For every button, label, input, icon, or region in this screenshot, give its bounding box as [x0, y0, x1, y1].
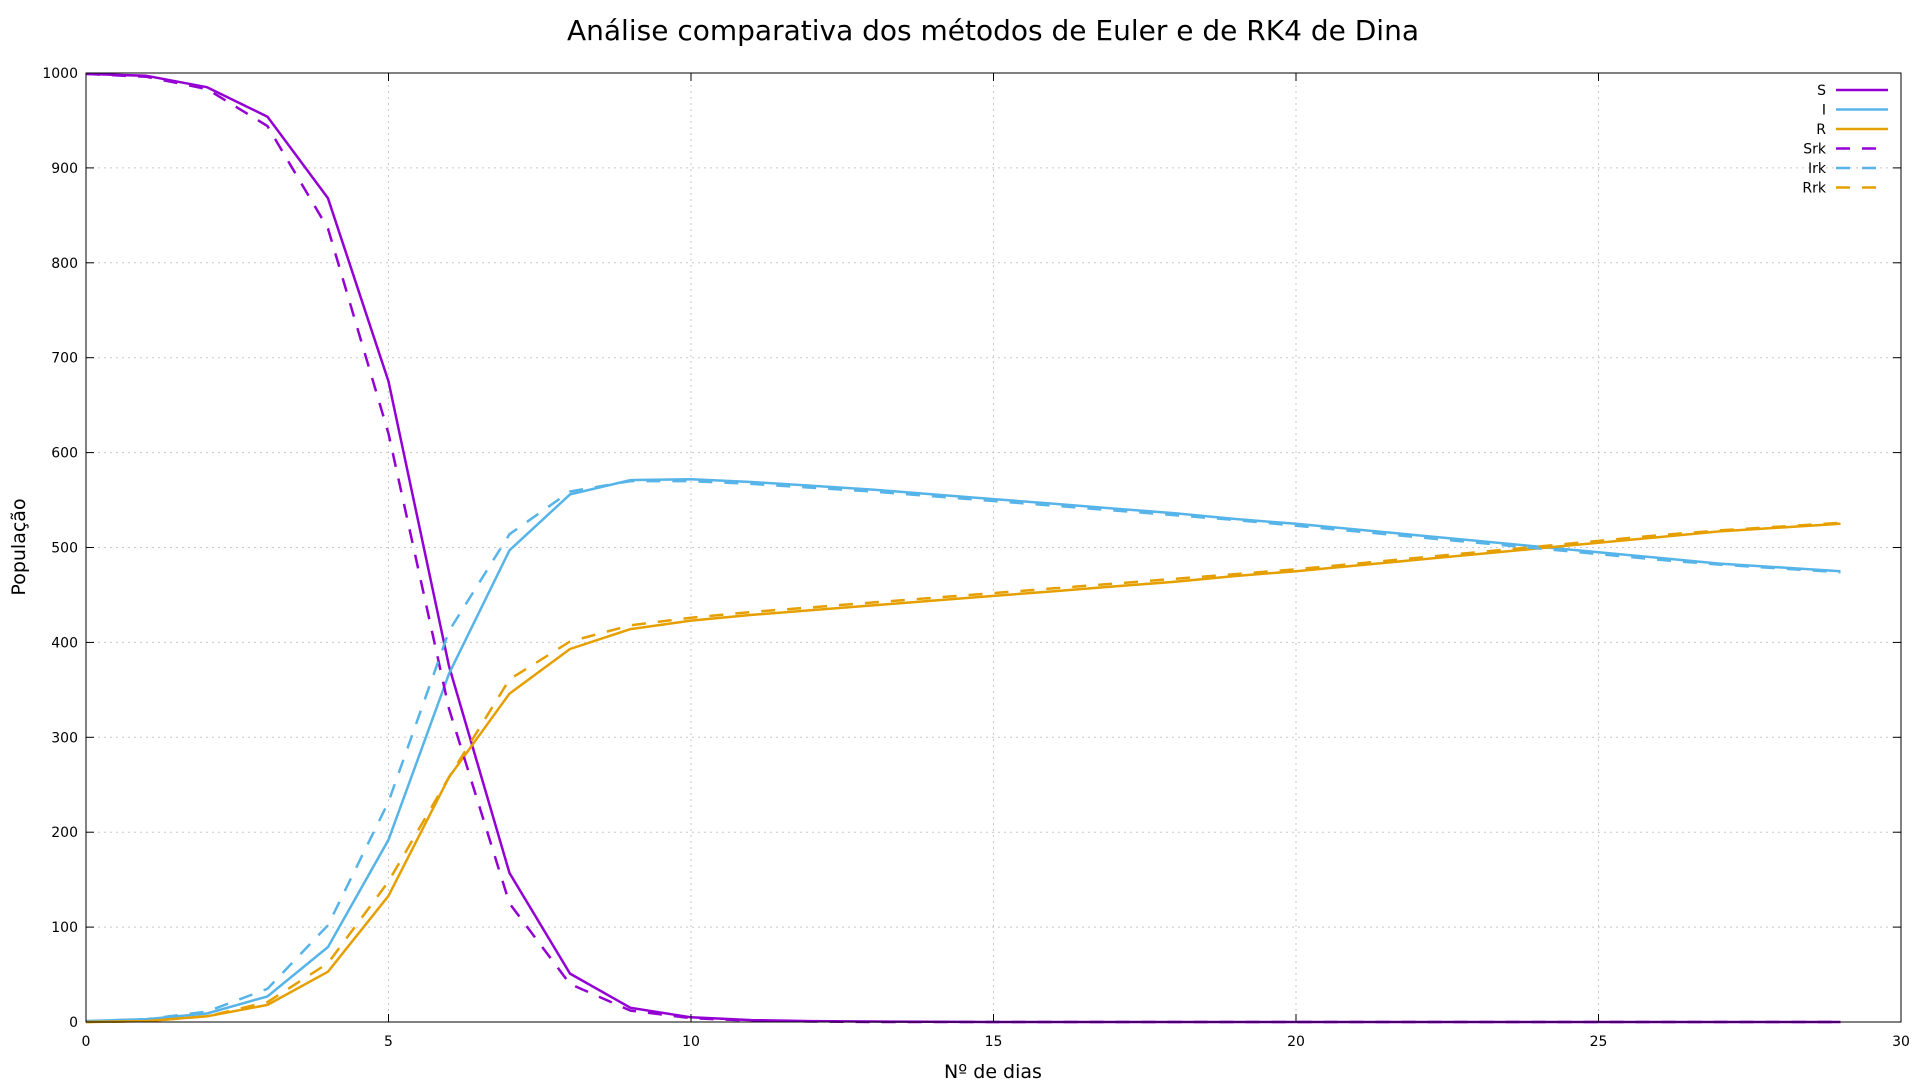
x-tick-label: 15 — [985, 1034, 1003, 1050]
y-tick-label: 100 — [51, 920, 78, 936]
series-line-rrk — [85, 521, 1841, 1024]
x-tick-label: 5 — [384, 1034, 393, 1050]
y-axis-label: População — [8, 498, 30, 595]
x-tick-label: 30 — [1892, 1034, 1910, 1050]
legend-label-s: S — [1817, 83, 1826, 99]
y-tick-label: 1000 — [42, 66, 78, 82]
series-line-irk — [85, 479, 1841, 1023]
chart-title: Análise comparativa dos métodos de Euler… — [567, 14, 1419, 47]
x-tick-label: 10 — [682, 1034, 700, 1050]
series-line-i — [85, 477, 1841, 1023]
legend: SIR Srk Irk Rrk — [1802, 83, 1888, 197]
y-tick-label: 900 — [51, 161, 78, 177]
legend-label-srk: Srk — [1803, 142, 1827, 158]
x-tick-label: 20 — [1287, 1034, 1305, 1050]
legend-label-rrk: Rrk — [1802, 181, 1826, 197]
y-tick-label: 800 — [51, 256, 78, 272]
y-tick-label: 200 — [51, 825, 78, 841]
x-tick-label: 25 — [1590, 1034, 1608, 1050]
grid — [86, 73, 1901, 1022]
legend-label-r: R — [1816, 122, 1826, 138]
x-axis-label: Nº de dias — [944, 1061, 1042, 1080]
y-tick-label: 0 — [69, 1015, 78, 1031]
legend-label-i: I — [1822, 103, 1826, 119]
legend-label-irk: Irk — [1808, 161, 1827, 177]
y-tick-label: 300 — [51, 730, 78, 746]
y-tick-label: 500 — [51, 541, 78, 557]
y-tick-label: 600 — [51, 446, 78, 462]
y-tick-label: 400 — [51, 635, 78, 651]
y-tick-label: 700 — [51, 351, 78, 367]
axis-ticks: 0 5 10 15 20 25 300100200300400500600700800900… — [42, 66, 1910, 1050]
series-line-r — [85, 522, 1841, 1024]
x-tick-label: 0 — [82, 1034, 91, 1050]
